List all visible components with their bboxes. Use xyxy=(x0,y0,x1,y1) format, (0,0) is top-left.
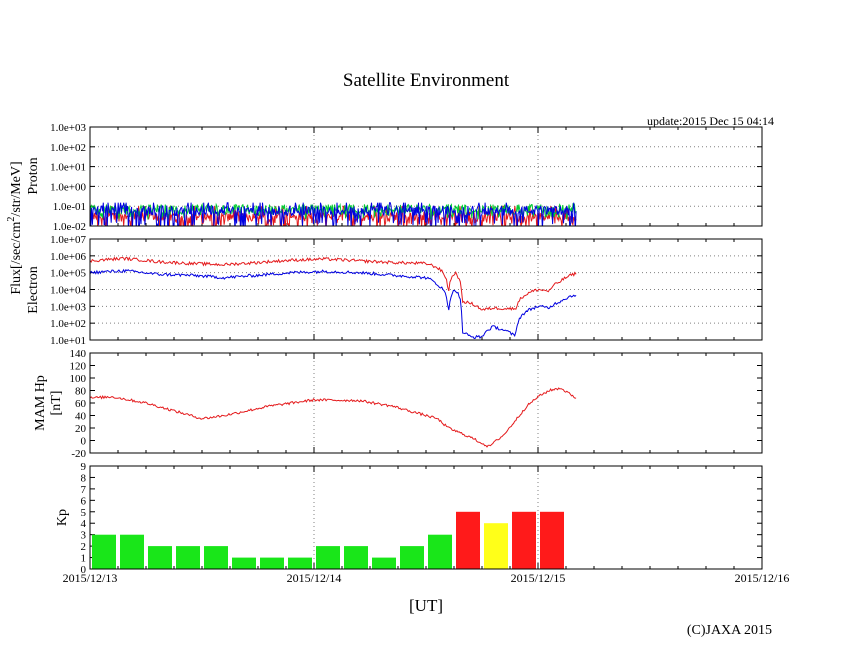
y-tick-label: 1.0e+02 xyxy=(50,142,86,154)
kp-frame xyxy=(89,465,763,570)
y-tick-label: 20 xyxy=(75,423,87,435)
y-tick-label: 1.0e+03 xyxy=(50,122,86,134)
y-tick-label: 1.0e+03 xyxy=(50,301,86,313)
proton-frame xyxy=(89,126,763,227)
y-tick-label: 0 xyxy=(81,436,87,448)
x-tick-label: 2015/12/14 xyxy=(287,571,342,585)
y-tick-label: 1.0e+01 xyxy=(50,335,86,347)
magnetic-ylabel: MAM Hp xyxy=(33,375,48,431)
kp-bar xyxy=(120,534,144,569)
y-tick-label: 60 xyxy=(75,398,87,410)
kp-bar xyxy=(540,511,564,569)
y-tick-label: 0 xyxy=(81,564,87,576)
y-tick-label: 1.0e+01 xyxy=(50,162,86,174)
y-tick-label: 4 xyxy=(81,518,87,530)
y-tick-label: 9 xyxy=(81,461,87,473)
electron-plot-area xyxy=(90,256,577,340)
y-tick-label: 1.0e+06 xyxy=(50,251,86,263)
y-tick-label: 2 xyxy=(81,541,87,553)
y-tick-label: 1.0e+00 xyxy=(50,181,86,193)
electron-panel: 1.0e+07 1.0e+06 1.0e+05 1.0e+04 1.0e+03 1.0e+… xyxy=(26,234,763,347)
y-tick-label: 120 xyxy=(70,361,87,373)
y-tick-label: 1.0e-02 xyxy=(53,221,86,233)
y-tick-label: 100 xyxy=(70,373,87,385)
proton-series-blue xyxy=(90,202,577,226)
y-tick-label: 8 xyxy=(81,472,87,484)
kp-plot-area xyxy=(92,511,564,569)
kp-bar xyxy=(260,557,284,569)
kp-bar xyxy=(456,511,480,569)
y-tick-label: 3 xyxy=(81,530,87,542)
y-tick-label: 1.0e+02 xyxy=(50,318,86,330)
electron-series-red xyxy=(90,256,577,311)
y-tick-label: 6 xyxy=(81,495,87,507)
magnetic-ylabel-unit: [nT] xyxy=(49,391,64,416)
proton-panel: 1.0e+03 1.0e+02 1.0e+01 1.0e+00 1.0e-01 1.0e-… xyxy=(26,122,763,233)
y-tick-label: 1.0e-01 xyxy=(53,201,86,213)
kp-bar xyxy=(232,557,256,569)
y-tick-label: 1.0e+05 xyxy=(50,268,86,280)
y-tick-label: 80 xyxy=(75,386,87,398)
magnetic-frame xyxy=(89,352,763,454)
electron-ylabel: Electron xyxy=(26,266,41,313)
kp-bar xyxy=(484,523,508,569)
kp-bar xyxy=(204,546,228,569)
y-tick-label: -20 xyxy=(71,448,86,460)
y-tick-label: 5 xyxy=(81,507,87,519)
kp-bar xyxy=(176,546,200,569)
kp-bar xyxy=(288,557,312,569)
x-tick-label: 2015/12/16 xyxy=(735,571,790,585)
kp-bar xyxy=(512,511,536,569)
kp-ylabel: Kp xyxy=(55,509,70,526)
x-tick-label: 2015/12/13 xyxy=(63,571,118,585)
x-axis-tick-labels: 2015/12/13 2015/12/14 2015/12/15 2015/12/16 xyxy=(63,571,790,585)
y-tick-label: 40 xyxy=(75,411,87,423)
kp-bar xyxy=(400,546,424,569)
kp-bar xyxy=(428,534,452,569)
kp-bar xyxy=(148,546,172,569)
electron-frame xyxy=(89,238,763,341)
chart-title: Satellite Environment xyxy=(343,70,510,91)
kp-bar xyxy=(372,557,396,569)
flux-axis-label: Flux[/sec/cm2/str/MeV] xyxy=(6,161,24,294)
y-tick-label: 1.0e+07 xyxy=(50,234,86,246)
y-tick-label: 140 xyxy=(70,348,87,360)
magnetic-series-red xyxy=(90,387,577,448)
x-axis-label: [UT] xyxy=(409,596,443,615)
y-tick-label: 1 xyxy=(81,553,87,565)
update-timestamp: update:2015 Dec 15 04:14 xyxy=(647,114,774,128)
electron-series-blue xyxy=(90,268,577,340)
proton-plot-area xyxy=(90,202,577,226)
proton-ylabel: Proton xyxy=(26,157,41,194)
kp-bar xyxy=(316,546,340,569)
y-tick-label: 1.0e+04 xyxy=(50,285,86,297)
kp-bar xyxy=(344,546,368,569)
magnetic-plot-area xyxy=(90,387,577,448)
kp-bar xyxy=(92,534,116,569)
y-tick-label: 7 xyxy=(81,484,87,496)
copyright: (C)JAXA 2015 xyxy=(687,623,772,638)
x-tick-label: 2015/12/15 xyxy=(511,571,566,585)
